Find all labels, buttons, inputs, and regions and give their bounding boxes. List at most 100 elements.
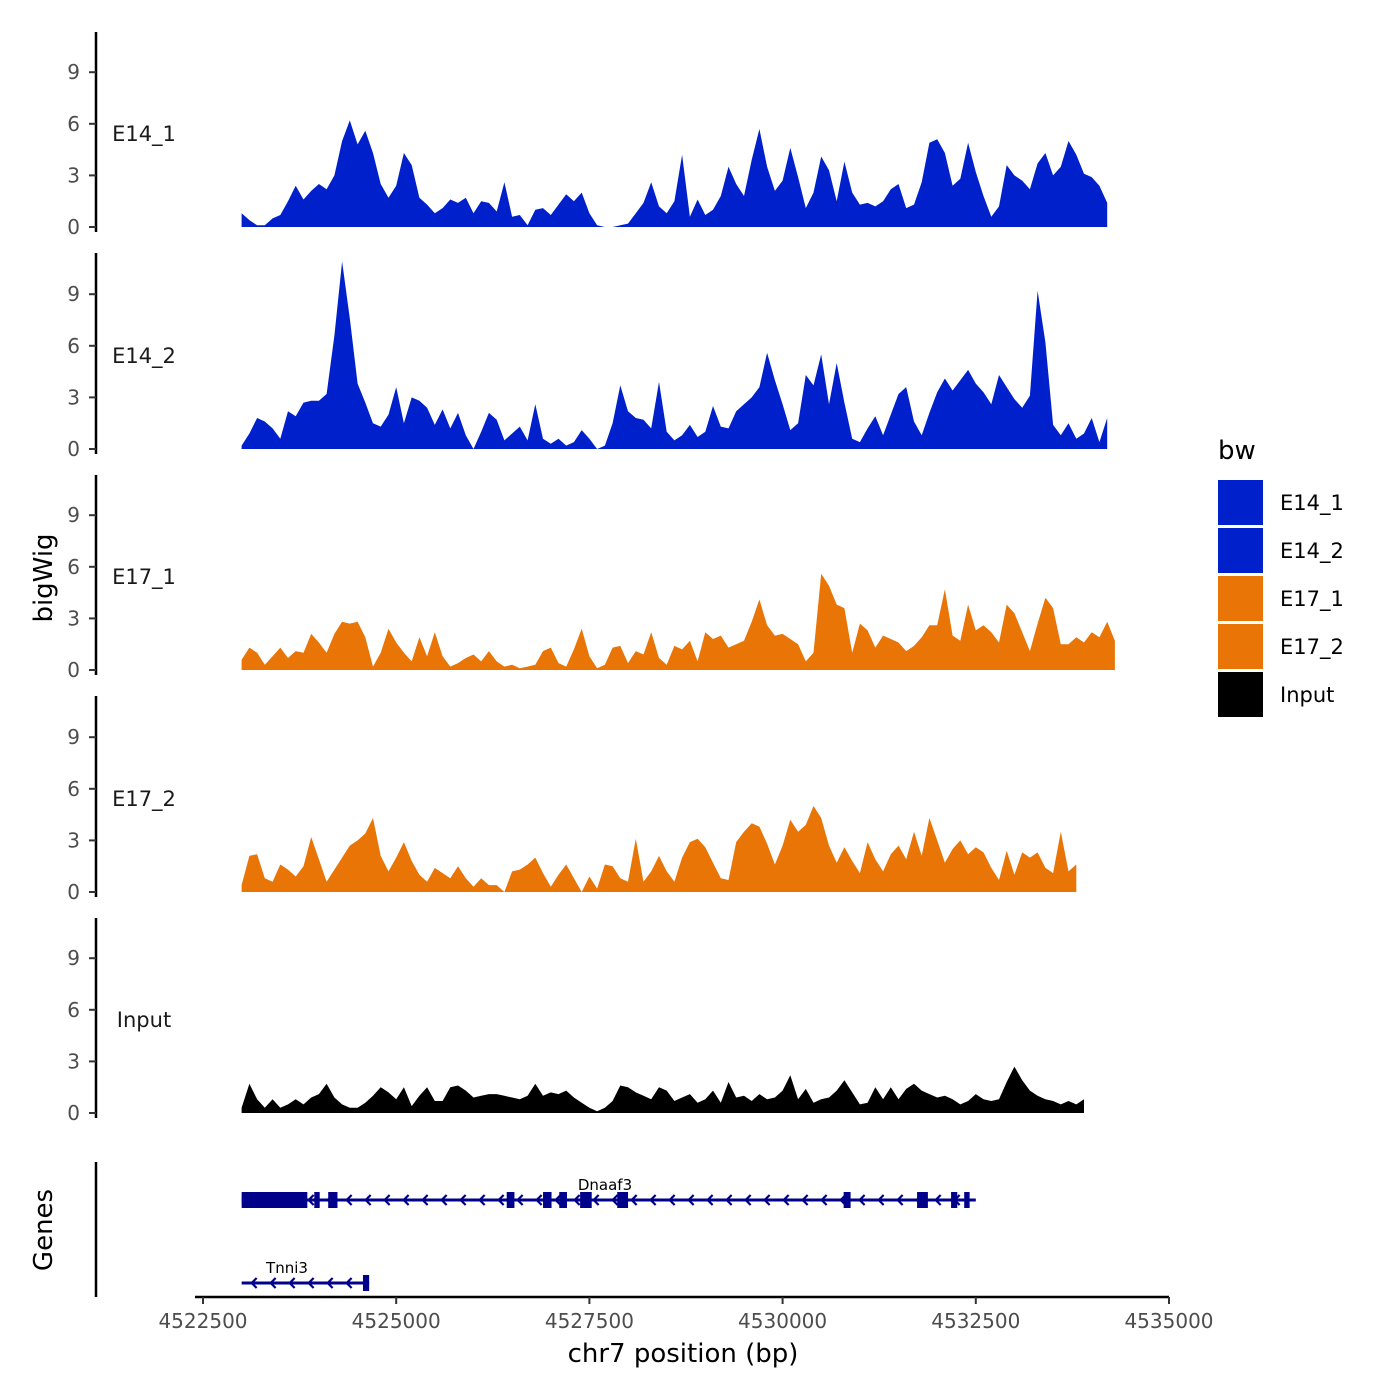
strand-arrow xyxy=(326,1277,334,1289)
exon xyxy=(241,1192,308,1208)
x-tick-label: 4525000 xyxy=(352,1309,441,1333)
strand-arrow xyxy=(269,1277,277,1289)
exon xyxy=(506,1192,515,1208)
track-e14-2: 0 3 6 9 E14_2 xyxy=(67,253,1108,461)
strand-arrow xyxy=(402,1194,410,1206)
x-tick-label: 4522500 xyxy=(158,1309,247,1333)
strand-arrow xyxy=(820,1194,828,1206)
y-tick-label: 0 xyxy=(67,880,80,904)
strand-arrow xyxy=(364,1194,372,1206)
y-tick-label: 3 xyxy=(67,828,80,852)
strand-arrow xyxy=(345,1194,353,1206)
legend-title: bw xyxy=(1218,436,1256,466)
x-axis-title: chr7 position (bp) xyxy=(568,1339,799,1369)
strand-arrow xyxy=(459,1194,467,1206)
legend-label: E17_2 xyxy=(1280,635,1344,660)
legend-swatch xyxy=(1218,528,1263,573)
y-tick-label: 3 xyxy=(67,163,80,187)
strand-arrow xyxy=(573,1194,581,1206)
track-label: E17_2 xyxy=(112,787,176,812)
genes-axis-title: Genes xyxy=(29,1189,59,1271)
exon xyxy=(543,1192,552,1208)
y-tick-label: 0 xyxy=(67,1101,80,1125)
signal-area-input xyxy=(241,1066,1085,1113)
strand-arrow xyxy=(307,1277,315,1289)
gene-label: Tnni3 xyxy=(265,1259,308,1277)
legend-swatch xyxy=(1218,672,1263,717)
legend-label: Input xyxy=(1280,683,1334,707)
strand-arrow xyxy=(630,1194,638,1206)
y-tick-label: 9 xyxy=(67,282,80,306)
strand-arrow xyxy=(649,1194,657,1206)
strand-arrow xyxy=(421,1194,429,1206)
strand-arrow xyxy=(288,1277,296,1289)
x-axis: 4522500 4525000 4527500 4530000 4532500 45350… xyxy=(158,1295,1214,1333)
track-label: E14_1 xyxy=(112,122,176,147)
y-tick-label: 6 xyxy=(67,998,80,1022)
strand-arrow xyxy=(383,1194,391,1206)
exon xyxy=(951,1192,958,1208)
y-tick-label: 9 xyxy=(67,503,80,527)
gene-dnaaf3: Dnaaf3 xyxy=(241,1176,976,1208)
track-label: Input xyxy=(117,1008,171,1032)
track-e14-1: 0 3 6 9 E14_1 xyxy=(67,32,1108,239)
legend-swatch xyxy=(1218,624,1263,669)
exon xyxy=(617,1192,629,1208)
strand-arrow xyxy=(345,1277,353,1289)
legend-label: E14_2 xyxy=(1280,539,1344,564)
legend-swatch xyxy=(1218,480,1263,525)
strand-arrow xyxy=(535,1194,543,1206)
y-tick-label: 6 xyxy=(67,555,80,579)
exon xyxy=(559,1192,567,1208)
exon xyxy=(314,1192,320,1208)
x-tick-label: 4527500 xyxy=(545,1309,634,1333)
strand-arrow xyxy=(934,1194,942,1206)
legend-label: E17_1 xyxy=(1280,587,1344,612)
track-label: E14_2 xyxy=(112,344,176,369)
y-tick-label: 9 xyxy=(67,60,80,84)
strand-arrow xyxy=(497,1194,505,1206)
exon xyxy=(580,1192,592,1208)
legend: bw E14_1 E14_2 E17_1 E17_2 Input xyxy=(1218,436,1344,717)
legend-swatch xyxy=(1218,576,1263,621)
exon xyxy=(917,1192,928,1208)
exon xyxy=(964,1192,970,1208)
strand-arrow xyxy=(668,1194,676,1206)
strand-arrow xyxy=(782,1194,790,1206)
track-label: E17_1 xyxy=(112,565,176,590)
signal-area-e14-1 xyxy=(241,120,1108,227)
strand-arrow xyxy=(554,1194,562,1206)
y-tick-label: 3 xyxy=(67,385,80,409)
y-tick-label: 0 xyxy=(67,658,80,682)
signal-area-e17-2 xyxy=(241,806,1077,892)
strand-arrow xyxy=(763,1194,771,1206)
exon xyxy=(362,1275,370,1291)
y-tick-label: 6 xyxy=(67,112,80,136)
track-input: 0 3 6 9 Input xyxy=(67,918,1085,1125)
strand-arrow xyxy=(440,1194,448,1206)
genes-track: Tnni3 Dnaaf3 xyxy=(94,1162,976,1297)
strand-arrow xyxy=(687,1194,695,1206)
x-tick-label: 4530000 xyxy=(738,1309,827,1333)
y-tick-label: 3 xyxy=(67,606,80,630)
x-tick-label: 4535000 xyxy=(1124,1309,1213,1333)
strand-arrow xyxy=(801,1194,809,1206)
gene-tnni3: Tnni3 xyxy=(241,1259,370,1291)
y-tick-label: 9 xyxy=(67,946,80,970)
y-tick-label: 6 xyxy=(67,334,80,358)
signal-area-e14-2 xyxy=(241,261,1108,449)
y-axis-title: bigWig xyxy=(29,533,59,622)
strand-arrow xyxy=(725,1194,733,1206)
y-tick-label: 0 xyxy=(67,215,80,239)
y-tick-label: 3 xyxy=(67,1049,80,1073)
y-tick-label: 9 xyxy=(67,725,80,749)
legend-label: E14_1 xyxy=(1280,491,1344,516)
strand-arrow xyxy=(307,1194,315,1206)
strand-arrow xyxy=(877,1194,885,1206)
strand-arrow xyxy=(896,1194,904,1206)
strand-arrow xyxy=(592,1194,600,1206)
exon xyxy=(843,1192,851,1208)
strand-arrow xyxy=(478,1194,486,1206)
exon xyxy=(328,1192,338,1208)
